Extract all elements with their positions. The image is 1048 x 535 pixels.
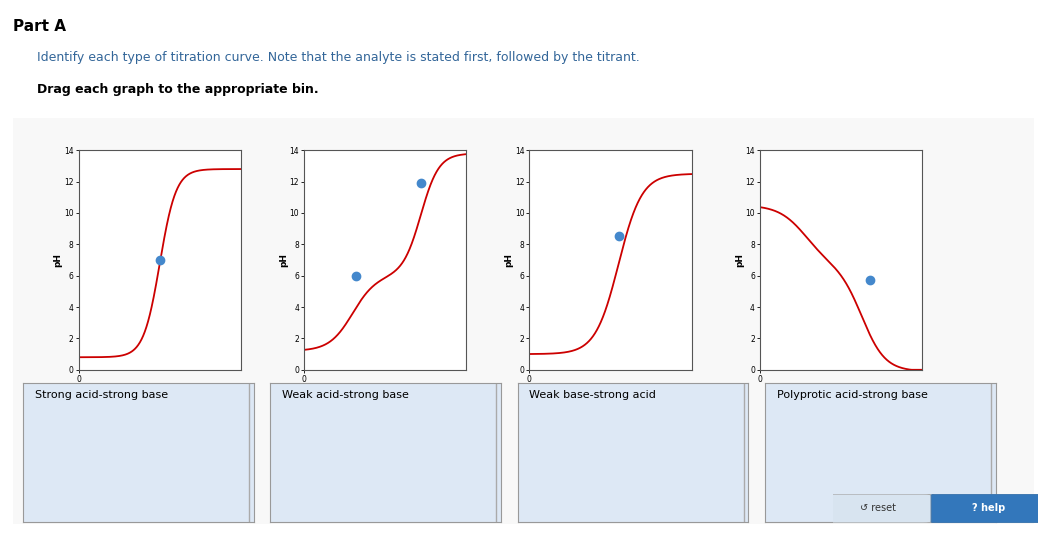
Text: Drag each graph to the appropriate bin.: Drag each graph to the appropriate bin. <box>37 83 319 96</box>
FancyBboxPatch shape <box>9 117 1038 525</box>
Y-axis label: pH: pH <box>53 253 63 267</box>
FancyBboxPatch shape <box>932 494 1046 523</box>
Text: Weak base-strong acid: Weak base-strong acid <box>529 391 656 400</box>
Y-axis label: pH: pH <box>735 253 744 267</box>
X-axis label: mL of titrant: mL of titrant <box>128 385 192 394</box>
Text: ↺ reset: ↺ reset <box>860 503 896 513</box>
X-axis label: mL of titrant: mL of titrant <box>809 385 873 394</box>
Text: Strong acid-strong base: Strong acid-strong base <box>35 391 168 400</box>
Text: Weak acid-strong base: Weak acid-strong base <box>282 391 409 400</box>
X-axis label: mL of titrant: mL of titrant <box>353 385 417 394</box>
Text: Part A: Part A <box>13 19 66 34</box>
Y-axis label: pH: pH <box>279 253 288 267</box>
FancyBboxPatch shape <box>825 494 932 523</box>
Text: Identify each type of titration curve. Note that the analyte is stated first, fo: Identify each type of titration curve. N… <box>37 51 639 64</box>
Text: Polyprotic acid-strong base: Polyprotic acid-strong base <box>777 391 927 400</box>
Y-axis label: pH: pH <box>504 253 514 267</box>
Text: ? help: ? help <box>971 503 1005 513</box>
X-axis label: mL of titrant: mL of titrant <box>578 385 642 394</box>
